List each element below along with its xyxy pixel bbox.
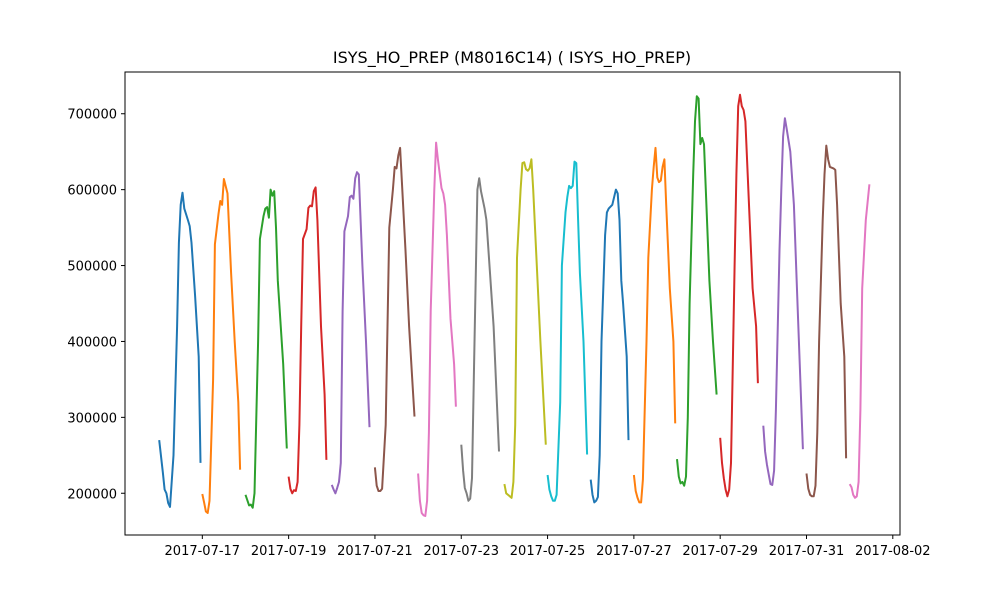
y-axis: 200000 300000 400000 500000 600000 700000 (67, 108, 125, 502)
x-tick-label: 2017-07-29 (682, 544, 758, 559)
y-tick-label: 300000 (67, 411, 117, 426)
series-line-17 (848, 184, 871, 499)
series-line-13 (676, 95, 718, 487)
y-tick-label: 400000 (67, 335, 117, 350)
series-line-1 (158, 191, 202, 508)
series-line-5 (330, 171, 371, 495)
series-line-9 (503, 158, 547, 499)
series-layer (158, 93, 871, 517)
x-tick-label: 2017-07-23 (423, 544, 499, 559)
series-line-15 (762, 117, 804, 486)
series-line-6 (373, 146, 416, 492)
series-line-3 (244, 188, 288, 509)
series-line-7 (417, 141, 457, 517)
x-tick-label: 2017-08-02 (855, 544, 931, 559)
x-tick-label: 2017-07-21 (337, 544, 413, 559)
series-line-16 (805, 144, 848, 498)
series-line-11 (589, 188, 630, 504)
y-tick-label: 500000 (67, 260, 117, 275)
series-line-12 (632, 146, 677, 504)
x-tick-label: 2017-07-25 (510, 544, 586, 559)
series-line-8 (460, 177, 500, 502)
x-tick-label: 2017-07-17 (165, 544, 241, 559)
x-axis: 2017-07-17 2017-07-19 2017-07-21 2017-07-23… (165, 535, 931, 559)
y-tick-label: 200000 (67, 487, 117, 502)
x-tick-label: 2017-07-27 (596, 544, 672, 559)
y-tick-label: 700000 (67, 108, 117, 123)
series-line-14 (719, 93, 759, 498)
x-tick-label: 2017-07-31 (769, 544, 845, 559)
series-line-10 (546, 160, 589, 502)
chart-title: ISYS_HO_PREP (M8016C14) ( ISYS_HO_PREP) (333, 48, 691, 68)
axes-frame (124, 71, 901, 536)
plot-area (124, 71, 901, 536)
series-line-4 (287, 186, 328, 495)
y-tick-label: 600000 (67, 184, 117, 199)
x-tick-label: 2017-07-19 (251, 544, 327, 559)
series-line-2 (201, 178, 242, 514)
